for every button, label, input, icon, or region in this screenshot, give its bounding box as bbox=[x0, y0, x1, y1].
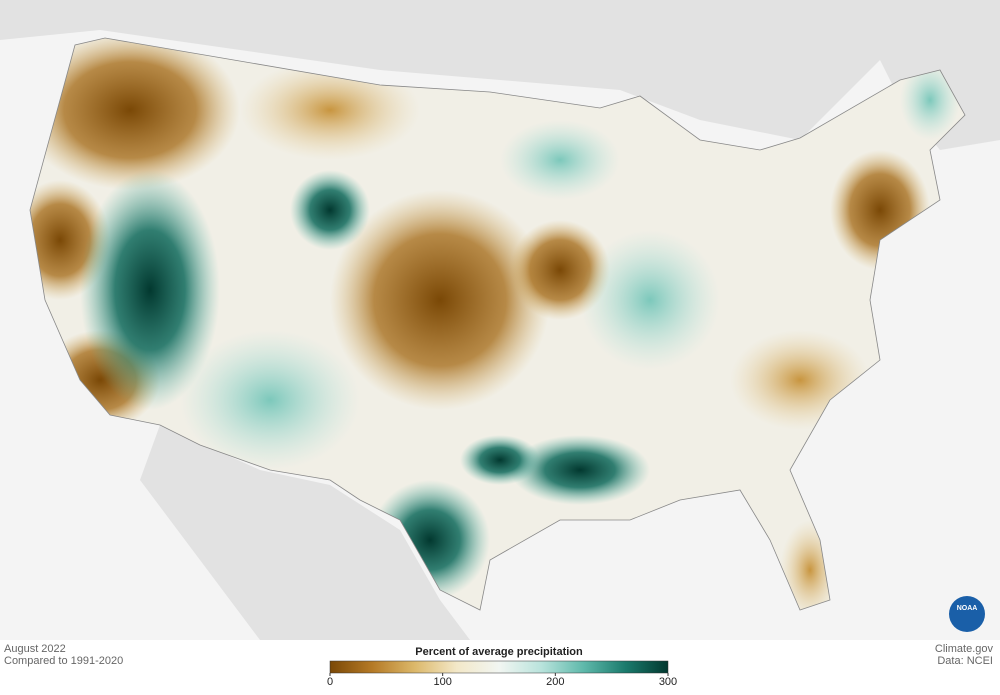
canada bbox=[0, 0, 1000, 150]
logo bbox=[949, 596, 985, 632]
site: Climate.gov bbox=[935, 643, 994, 655]
tick-label: 300 bbox=[659, 676, 677, 688]
tick-label: 0 bbox=[327, 676, 333, 688]
mexico bbox=[140, 425, 470, 640]
colorbar bbox=[329, 660, 669, 674]
tick-label: 100 bbox=[433, 676, 451, 688]
logo-text: NOAA bbox=[957, 605, 978, 612]
source: Data: NCEI bbox=[937, 655, 993, 667]
baseline: Compared to 1991-2020 bbox=[4, 655, 123, 667]
legend-title: Percent of average precipitation bbox=[415, 646, 583, 658]
period: August 2022 bbox=[4, 643, 66, 655]
tick-label: 200 bbox=[546, 676, 564, 688]
